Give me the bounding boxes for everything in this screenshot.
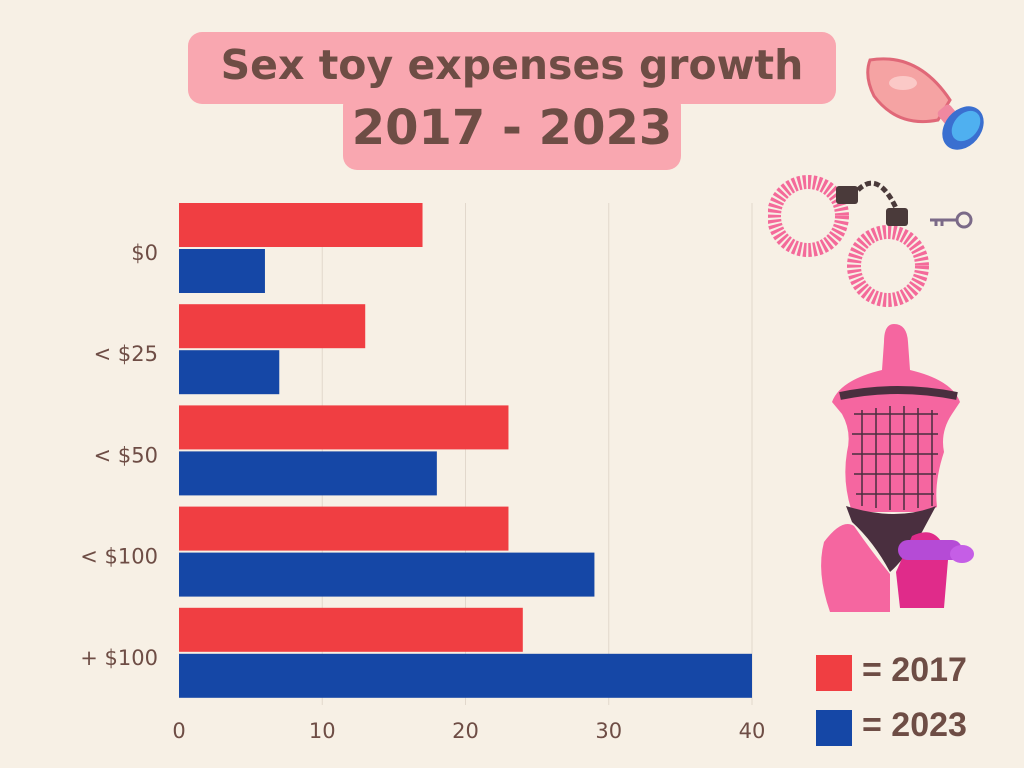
x-tick-label-20: 20	[452, 719, 479, 743]
bar-2017-2	[179, 405, 509, 450]
butt-plug-icon	[866, 57, 984, 150]
title-area: Sex toy expenses growth 2017 - 2023	[0, 0, 1024, 180]
chart-title-line2: 2017 - 2023	[343, 92, 681, 170]
bar-2023-2	[179, 451, 437, 496]
legend-label-2023: = 2023	[862, 706, 967, 744]
legend-label-2017: = 2017	[862, 651, 967, 689]
bar-2023-1	[179, 350, 280, 395]
bar-2017-0	[179, 203, 423, 247]
bar-2017-3	[179, 506, 509, 551]
x-tick-label-30: 30	[595, 719, 622, 743]
legend-swatch-2023	[816, 710, 852, 746]
x-tick-label-0: 0	[172, 719, 185, 743]
category-label-1: < $25	[94, 342, 158, 366]
x-tick-label-10: 10	[309, 719, 336, 743]
mannequin-strap-on-icon	[821, 324, 974, 612]
bar-2023-0	[179, 249, 265, 293]
category-label-2: < $50	[94, 443, 158, 467]
category-label-3: < $100	[80, 545, 158, 569]
legend-swatch-2017	[816, 655, 852, 691]
bar-2017-4	[179, 607, 523, 652]
key-icon	[930, 211, 973, 229]
bar-2023-4	[179, 653, 752, 698]
fuzzy-handcuffs-icon	[768, 175, 929, 307]
bar-2017-1	[179, 304, 366, 349]
category-label-0: $0	[131, 241, 158, 265]
bar-2023-3	[179, 552, 595, 597]
chart-title-line1: Sex toy expenses growth	[188, 32, 836, 104]
x-tick-label-40: 40	[739, 719, 766, 743]
category-label-4: + $100	[80, 646, 158, 670]
